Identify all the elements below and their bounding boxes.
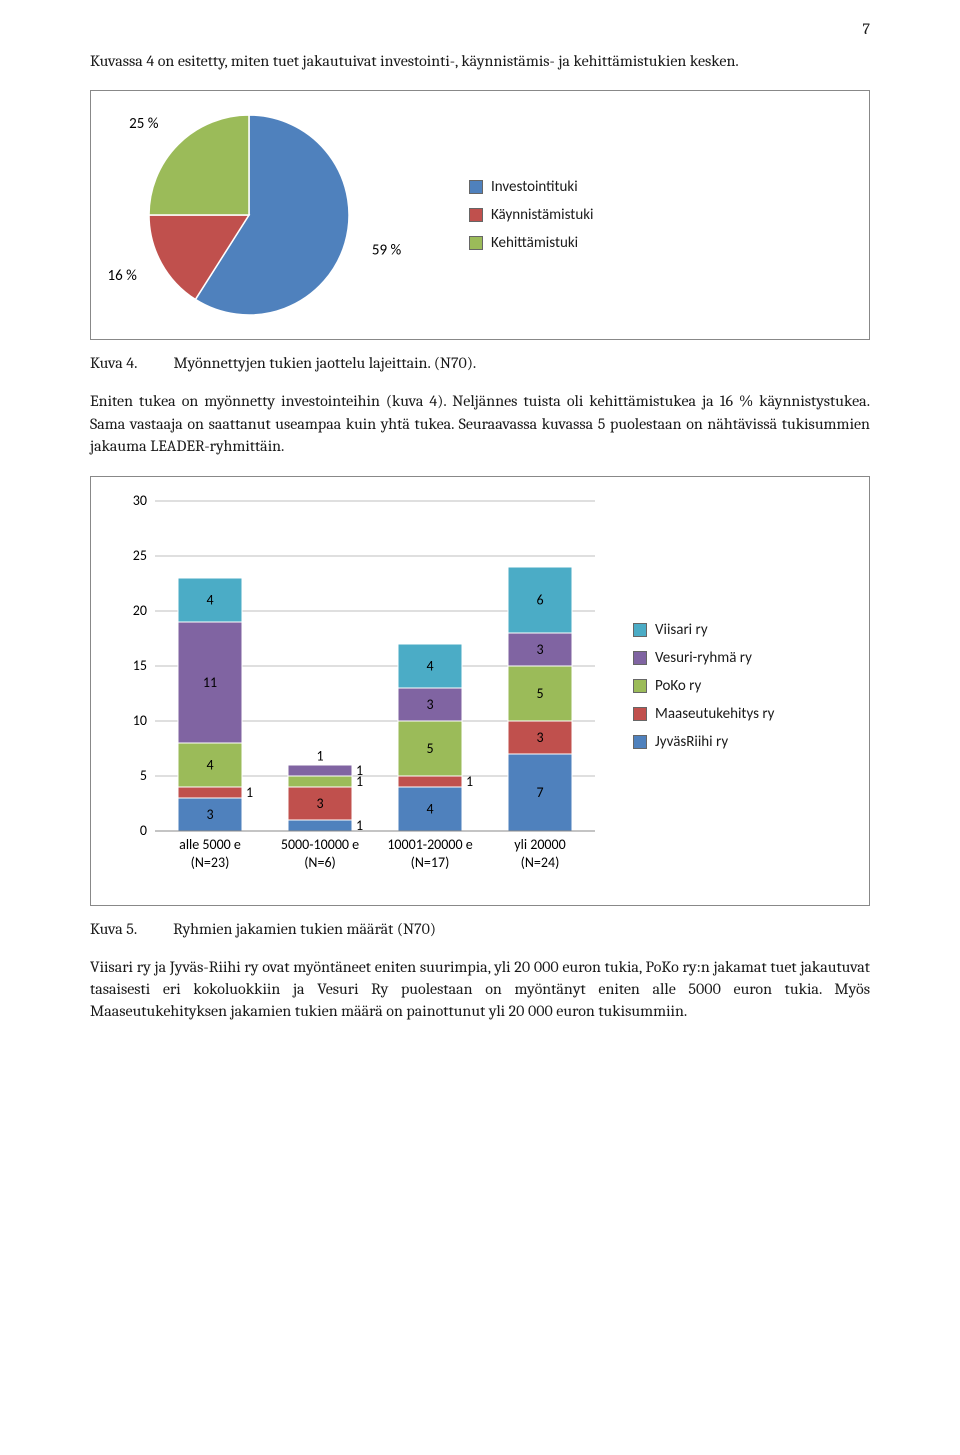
bar-chart: 051015202530314114alle 5000 e(N=23)13111… <box>109 491 851 891</box>
legend-label: PoKo ry <box>655 677 701 695</box>
legend-item: Kehittämistuki <box>469 234 593 252</box>
intro-paragraph: Kuvassa 4 on esitetty, miten tuet jakaut… <box>90 50 870 72</box>
bar-value-label: 3 <box>536 640 543 657</box>
x-category-sublabel: (N=24) <box>521 854 560 871</box>
bar-value-label: 5 <box>426 739 433 756</box>
legend-label: Käynnistämistuki <box>491 206 593 224</box>
legend-swatch <box>633 679 647 693</box>
x-category-label: alle 5000 e <box>179 836 241 853</box>
legend-swatch <box>633 623 647 637</box>
legend-swatch <box>469 180 483 194</box>
legend-swatch <box>469 236 483 250</box>
x-category-label: 5000-10000 e <box>281 836 359 853</box>
pie-slice <box>149 115 249 215</box>
bar-value-label: 6 <box>536 591 543 608</box>
legend-label: Vesuri-ryhmä ry <box>655 649 752 667</box>
bar-value-label: 1 <box>466 772 473 789</box>
legend-label: Maaseutukehitys ry <box>655 705 774 723</box>
legend-label: JyväsRiihi ry <box>655 733 728 751</box>
legend-swatch <box>633 707 647 721</box>
bar-svg: 051015202530314114alle 5000 e(N=23)13111… <box>109 491 609 891</box>
x-category-label: 10001-20000 e <box>387 836 472 853</box>
legend-item: Vesuri-ryhmä ry <box>633 649 774 667</box>
bar-top-extra-label: 1 <box>316 747 323 764</box>
bar-value-label: 3 <box>426 695 433 712</box>
pie-slice-label: 59 % <box>372 242 402 260</box>
y-tick-label: 25 <box>133 547 147 564</box>
legend-label: Viisari ry <box>655 621 708 639</box>
legend-item: Käynnistämistuki <box>469 206 593 224</box>
pie-chart-panel: 59 % 16 % 25 % Investointituki Käynnistämis… <box>90 90 870 340</box>
legend-label: Investointituki <box>491 178 578 196</box>
legend-swatch <box>633 735 647 749</box>
bar-segment <box>288 765 352 776</box>
bar-value-label: 4 <box>206 591 213 608</box>
legend-item: Maaseutukehitys ry <box>633 705 774 723</box>
figure4-text: Myönnettyjen tukien jaottelu lajeittain.… <box>173 354 476 372</box>
x-category-sublabel: (N=17) <box>411 854 450 871</box>
bar-legend: Viisari ry Vesuri-ryhmä ry PoKo ry Maaseutu… <box>633 621 774 751</box>
legend-swatch <box>469 208 483 222</box>
bar-value-label: 5 <box>536 684 543 701</box>
bar-chart-panel: 051015202530314114alle 5000 e(N=23)13111… <box>90 476 870 906</box>
x-category-label: yli 20000 <box>514 836 565 853</box>
legend-item: Investointituki <box>469 178 593 196</box>
pie-chart: 59 % 16 % 25 % Investointituki Käynnistämis… <box>109 105 851 325</box>
bar-segment <box>288 776 352 787</box>
figure5-text: Ryhmien jakamien tukien määrät (N70) <box>173 920 436 938</box>
legend-swatch <box>633 651 647 665</box>
x-category-sublabel: (N=6) <box>304 854 336 871</box>
bar-value-label: 7 <box>536 783 543 800</box>
figure5-label: Kuva 5. <box>90 920 137 938</box>
bar-value-label: 4 <box>426 800 433 817</box>
bar-value-label: 3 <box>206 805 213 822</box>
bar-value-label: 1 <box>246 783 253 800</box>
pie-svg: 59 % 16 % 25 % <box>109 105 429 325</box>
bar-value-label: 4 <box>426 657 433 674</box>
page-number: 7 <box>862 20 870 38</box>
document-page: 7 Kuvassa 4 on esitetty, miten tuet jaka… <box>0 0 960 1455</box>
mid-paragraph: Eniten tukea on myönnetty investointeihi… <box>90 390 870 457</box>
y-tick-label: 0 <box>140 822 147 839</box>
legend-item: PoKo ry <box>633 677 774 695</box>
pie-legend: Investointituki Käynnistämistuki Kehittämi… <box>469 178 593 252</box>
legend-item: Viisari ry <box>633 621 774 639</box>
bar-segment <box>288 820 352 831</box>
y-tick-label: 30 <box>133 492 147 509</box>
legend-item: JyväsRiihi ry <box>633 733 774 751</box>
bar-segment <box>398 776 462 787</box>
figure4-label: Kuva 4. <box>90 354 137 372</box>
y-tick-label: 20 <box>133 602 147 619</box>
final-paragraph: Viisari ry ja Jyväs-Riihi ry ovat myöntä… <box>90 956 870 1023</box>
bar-value-label: 4 <box>206 756 213 773</box>
y-tick-label: 15 <box>133 657 147 674</box>
figure4-caption: Kuva 4. Myönnettyjen tukien jaottelu laj… <box>90 354 870 372</box>
bar-value-label: 3 <box>536 728 543 745</box>
x-category-sublabel: (N=23) <box>191 854 230 871</box>
bar-segment <box>178 787 242 798</box>
bar-value-label: 11 <box>203 673 217 690</box>
bar-value-label: 1 <box>356 761 363 778</box>
pie-slice-label: 25 % <box>129 115 159 133</box>
figure5-caption: Kuva 5. Ryhmien jakamien tukien määrät (… <box>90 920 870 938</box>
legend-label: Kehittämistuki <box>491 234 578 252</box>
bar-value-label: 3 <box>316 794 323 811</box>
pie-slice-label: 16 % <box>109 268 137 286</box>
y-tick-label: 10 <box>133 712 147 729</box>
y-tick-label: 5 <box>140 767 147 784</box>
